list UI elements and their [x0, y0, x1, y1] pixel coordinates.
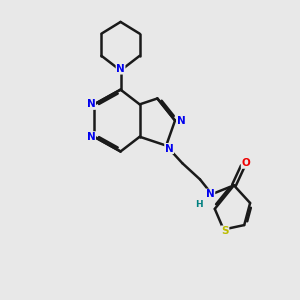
Text: N: N — [116, 64, 125, 74]
Text: H: H — [195, 200, 203, 209]
Text: N: N — [176, 116, 185, 126]
Text: N: N — [165, 143, 173, 154]
Text: N: N — [87, 99, 95, 110]
Text: S: S — [221, 226, 229, 236]
Text: N: N — [87, 132, 95, 142]
Text: O: O — [241, 158, 250, 168]
Text: N: N — [206, 189, 215, 199]
